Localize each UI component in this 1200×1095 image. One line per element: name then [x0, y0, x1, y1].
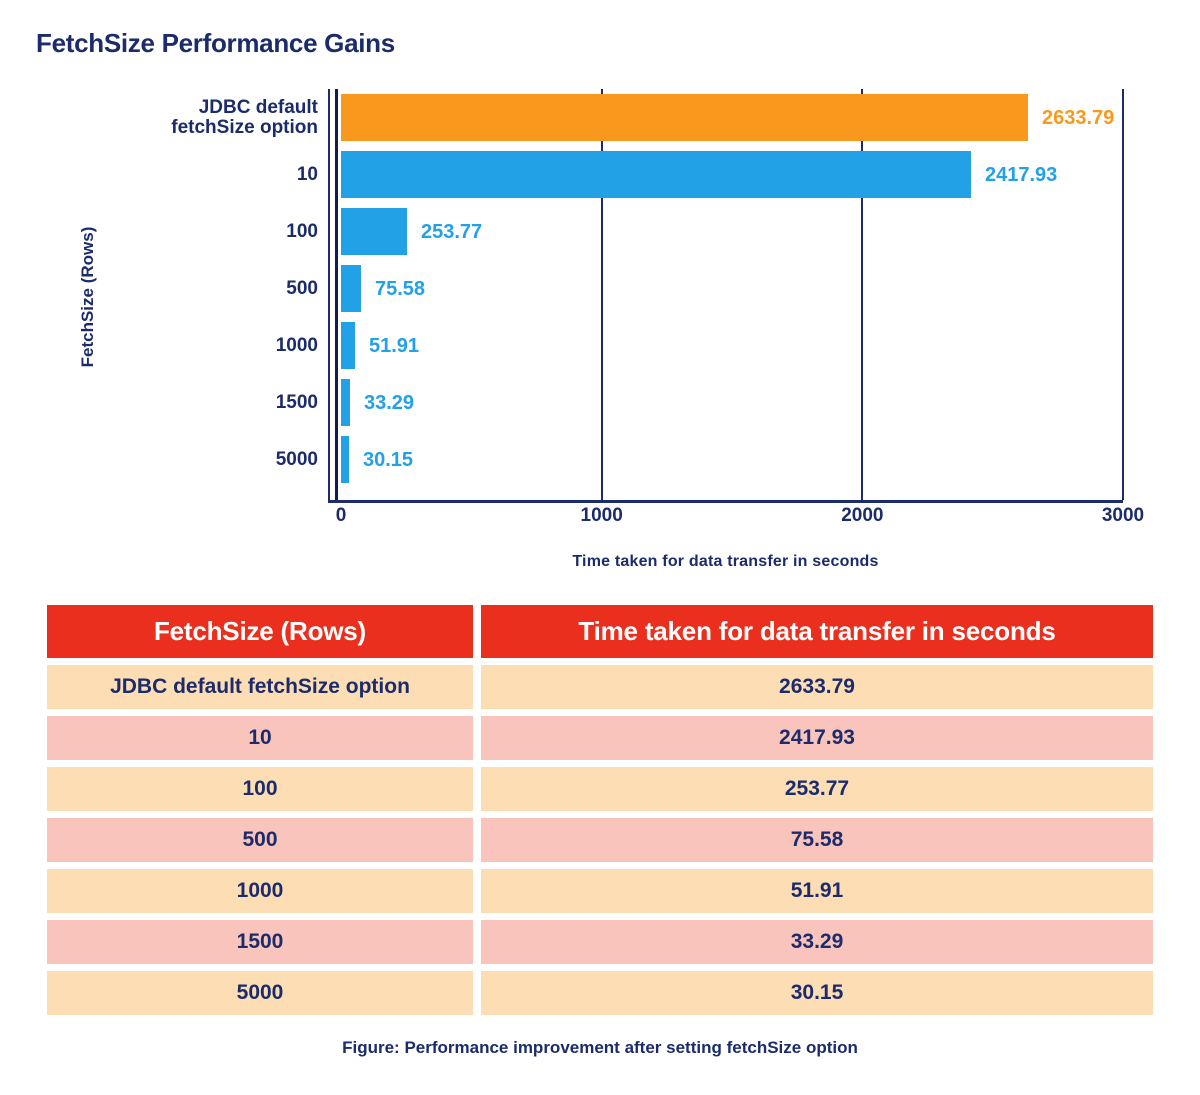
table-cell: 5000 — [47, 971, 473, 1015]
table-cell: 253.77 — [481, 767, 1153, 811]
bar-500 — [341, 265, 361, 312]
table-cell: 100 — [47, 767, 473, 811]
bar-1500 — [341, 379, 350, 426]
gridline-x-1000 — [600, 89, 603, 500]
y-tick-label: 100 — [286, 220, 318, 242]
y-axis-line — [335, 89, 338, 500]
y-tick-label: 500 — [286, 277, 318, 299]
table-cell: 75.58 — [481, 818, 1153, 862]
y-tick-label: 10 — [296, 163, 318, 185]
table-cell: 2417.93 — [481, 716, 1153, 760]
bar-value-label: 75.58 — [375, 277, 426, 300]
plot-area: 2633.79 2417.93 253.77 75.58 51.91 33.29 30.15 — [328, 89, 1124, 503]
x-tick-label: 1000 — [580, 505, 623, 526]
bar-value-label: 30.15 — [363, 448, 414, 471]
table-cell: 51.91 — [481, 869, 1153, 913]
data-table: FetchSize (Rows) Time taken for data tran… — [47, 605, 1153, 1015]
gridline-x-3000 — [1122, 89, 1124, 500]
bar-value-label: 253.77 — [421, 220, 483, 243]
x-tick-label: 3000 — [1101, 505, 1145, 526]
table-cell: JDBC default fetchSize option — [47, 665, 473, 709]
table-header-cell-0: FetchSize (Rows) — [47, 605, 473, 658]
bar-100 — [341, 208, 407, 255]
table-cell: 2633.79 — [481, 665, 1153, 709]
bar-value-label: 2633.79 — [1042, 106, 1115, 129]
table-cell: 500 — [47, 818, 473, 862]
x-tick-label: 0 — [335, 505, 347, 526]
table-header-cell-1: Time taken for data transfer in seconds — [481, 605, 1153, 658]
table-cell: 1000 — [47, 869, 473, 913]
chart-title: FetchSize Performance Gains — [36, 28, 395, 58]
x-tick-label: 2000 — [841, 505, 884, 526]
y-tick-label: 1500 — [275, 391, 318, 413]
bar-5000 — [341, 436, 349, 483]
table-cell: 33.29 — [481, 920, 1153, 964]
bar-jdbc-default-fetchsize-option — [341, 94, 1028, 141]
figure-caption: Figure: Performance improvement after se… — [342, 1038, 858, 1057]
bar-1000 — [341, 322, 355, 369]
x-axis-title: Time taken for data transfer in seconds — [572, 553, 879, 570]
bar-value-label: 51.91 — [369, 334, 420, 357]
table-cell: 10 — [47, 716, 473, 760]
bar-value-label: 33.29 — [364, 391, 415, 414]
gridline-x-2000 — [861, 89, 864, 500]
bar-10 — [341, 151, 971, 198]
y-tick-label: 5000 — [275, 448, 318, 470]
table-cell: 30.15 — [481, 971, 1153, 1015]
bar-value-label: 2417.93 — [985, 163, 1058, 186]
y-tick-label: 1000 — [275, 334, 318, 356]
table-cell: 1500 — [47, 920, 473, 964]
y-tick-labels: JDBC default fetchSize option 10 100 500 100… — [90, 89, 318, 500]
y-tick-label: JDBC default fetchSize option — [171, 96, 318, 138]
